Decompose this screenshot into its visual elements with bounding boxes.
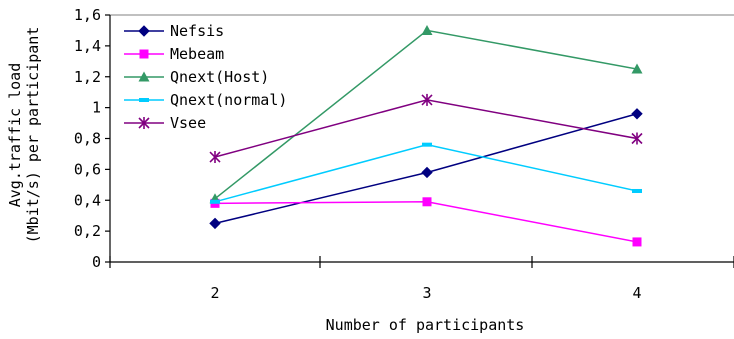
y-tick-label: 0,2 [74, 222, 101, 240]
y-tick-label: 1,4 [74, 37, 101, 55]
data-point [209, 217, 221, 230]
y-tick-label: 0,6 [74, 160, 101, 178]
dash-marker [632, 188, 642, 193]
y-tick-label: 1,6 [74, 6, 101, 24]
data-point [422, 142, 432, 147]
y-axis-label: Avg.traffic load (Mbit/s) per participan… [6, 27, 42, 244]
dash-marker [210, 199, 220, 204]
y-axis-label-line-1: Avg.traffic load [6, 63, 24, 208]
triangle-marker [138, 71, 150, 82]
legend-label: Qnext(normal) [170, 91, 287, 109]
series-vsee [209, 93, 643, 164]
legend-marker [138, 25, 150, 37]
x-axis-label: Number of participants [326, 316, 525, 334]
data-point [631, 132, 643, 145]
dash-marker [422, 142, 432, 147]
series-layer [209, 24, 643, 247]
legend-item: Vsee [124, 114, 206, 132]
legend-marker [138, 117, 150, 129]
legend-marker [139, 49, 149, 59]
diamond-marker [138, 25, 150, 37]
x-tick-label: 4 [632, 284, 641, 302]
y-tick-label: 1,2 [74, 68, 101, 86]
series-qnext-normal [210, 142, 642, 204]
data-point [422, 197, 432, 207]
series-mebeam [210, 197, 642, 247]
data-point [421, 166, 433, 179]
legend-item: Mebeam [124, 45, 224, 63]
y-tick-label: 0,4 [74, 191, 101, 209]
square-marker [632, 237, 642, 247]
legend-item: Qnext(Host) [124, 68, 269, 86]
triangle-marker [421, 24, 433, 35]
legend-marker [139, 98, 149, 102]
triangle-marker [631, 63, 643, 74]
data-point [421, 24, 433, 35]
y-tick-label: 1 [92, 99, 101, 117]
data-point [421, 93, 433, 106]
data-point [210, 199, 220, 204]
series-nefsis [209, 108, 643, 230]
diamond-marker [209, 217, 221, 230]
diamond-marker [421, 166, 433, 179]
legend-marker [138, 71, 150, 82]
data-point [631, 63, 643, 74]
x-tick-label: 2 [210, 284, 219, 302]
data-point [632, 188, 642, 193]
legend-label: Nefsis [170, 22, 224, 40]
legend: Nefsis Mebeam Qnext(Host) Qnext(normal) Vsee [124, 22, 287, 132]
square-marker [139, 49, 149, 59]
y-tick-label: 0,8 [74, 130, 101, 148]
dash-marker [139, 98, 149, 102]
legend-item: Qnext(normal) [124, 91, 287, 109]
diamond-marker [631, 108, 643, 120]
legend-label: Qnext(Host) [170, 68, 269, 86]
legend-item: Nefsis [124, 22, 224, 40]
y-tick-label: 0 [92, 253, 101, 271]
data-point [631, 108, 643, 120]
y-axis-label-line-2: (Mbit/s) per participant [24, 27, 42, 244]
square-marker [422, 197, 432, 207]
axis-layer: 0 0,2 0,4 0,6 0,8 1 1,2 1,4 1,6 2 3 4 [74, 6, 734, 302]
data-point [632, 237, 642, 247]
legend-label: Vsee [170, 114, 206, 132]
legend-label: Mebeam [170, 45, 224, 63]
x-tick-label: 3 [422, 284, 431, 302]
data-point [209, 151, 221, 164]
